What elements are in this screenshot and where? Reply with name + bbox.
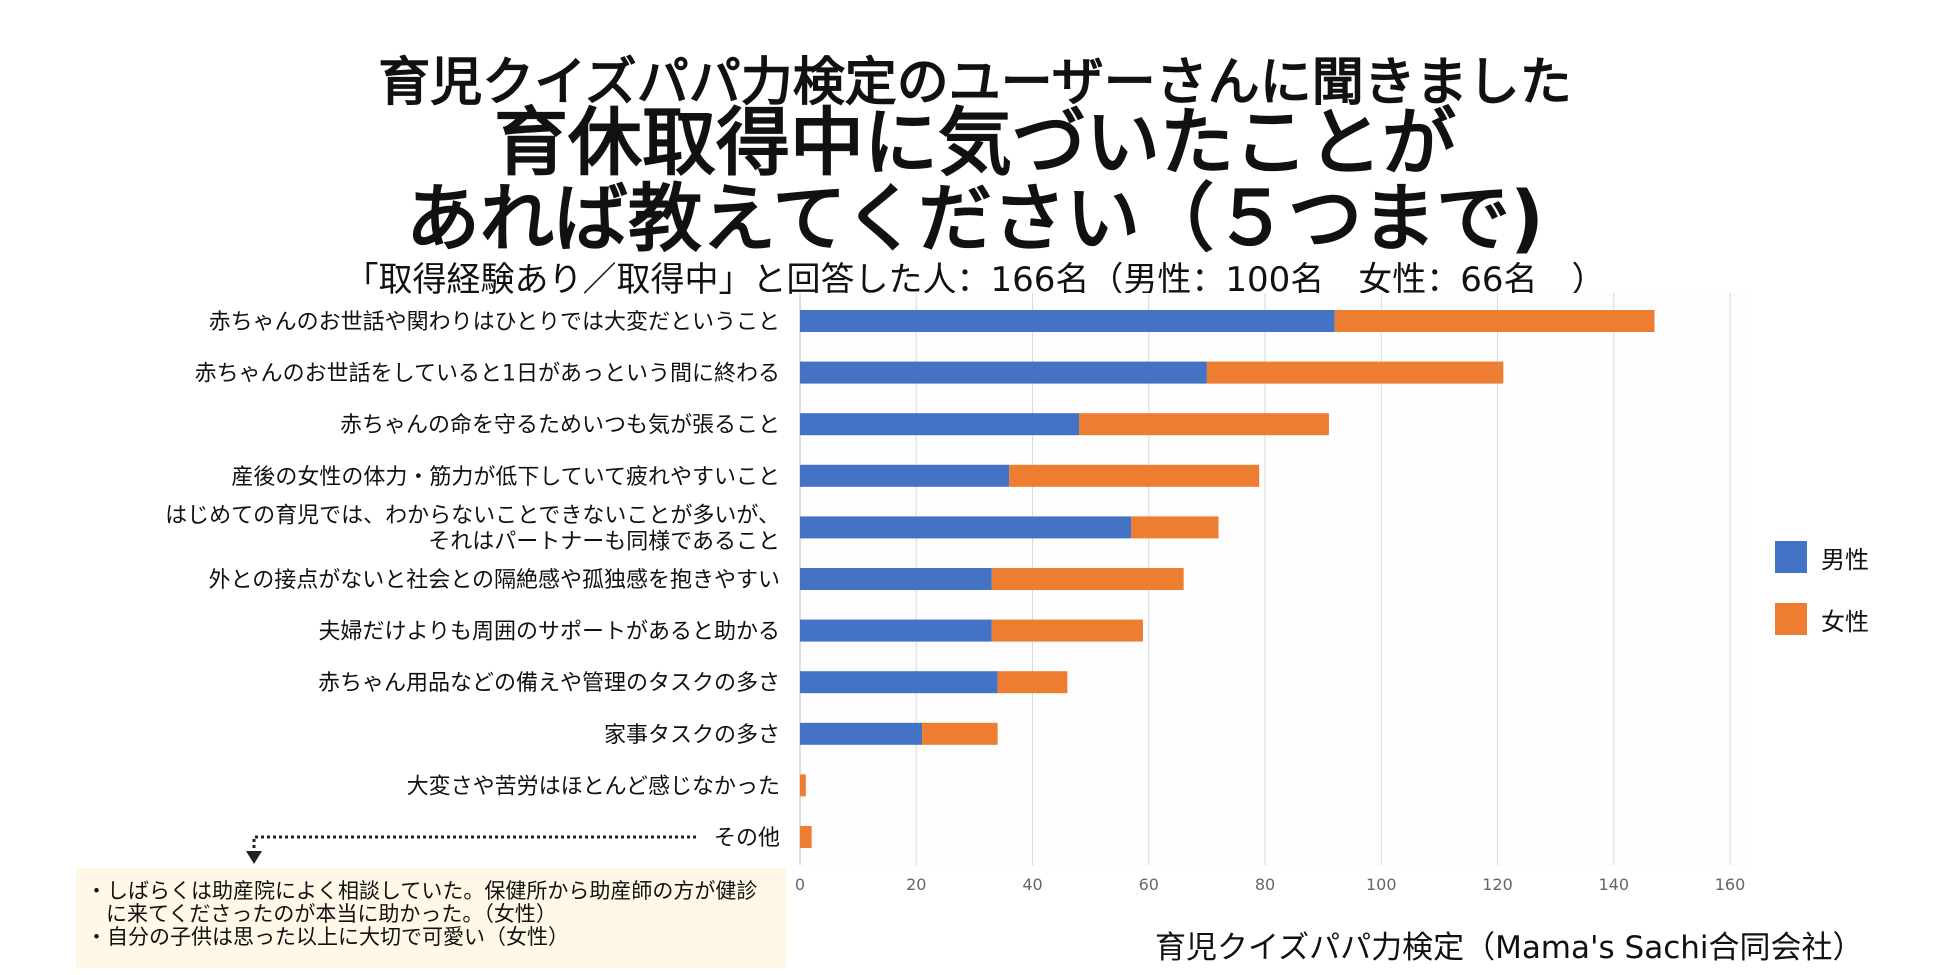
bar-male	[800, 568, 992, 590]
bar-female	[922, 722, 998, 745]
bar-female	[1079, 413, 1329, 436]
category-label: 赤ちゃん用品などの備えや管理のタスクの多さ	[318, 671, 780, 696]
bar-male	[800, 722, 923, 745]
category-label: 赤ちゃんのお世話や関わりはひとりでは大変だということ	[209, 310, 780, 335]
connector-arrowhead	[246, 851, 262, 864]
bar-female	[1009, 464, 1260, 487]
legend-item-female: 女性	[1775, 602, 1869, 636]
legend-label-male: 男性	[1821, 545, 1869, 574]
x-tick-label: 140	[1598, 875, 1629, 894]
other-comment-2: 自分の子供は思った以上に大切で可愛い（女性）	[86, 926, 776, 949]
category-label: 外との接点がないと社会との隔絶感や孤独感を抱きやすい	[208, 568, 780, 593]
bar-female	[997, 671, 1068, 694]
bar-female	[800, 826, 812, 848]
bar-female	[991, 568, 1184, 590]
category-label: 産後の女性の体力・筋力が低下していて疲れやすいこと	[231, 465, 780, 490]
connector-dotted-line	[252, 835, 696, 857]
title-line-1: 育児クイズパパ力検定のユーザーさんに聞きました	[378, 53, 1572, 113]
x-tick-label: 160	[1715, 875, 1746, 894]
category-label: 大変さや苦労はほとんど感じなかった	[407, 774, 780, 799]
bar-male	[800, 619, 992, 642]
legend-item-male: 男性	[1775, 540, 1869, 574]
title-line-3: あれば教えてください（５つまで)	[406, 176, 1544, 262]
category-label: はじめての育児では、わからないことできないことが多いが、	[165, 503, 780, 528]
x-tick-label: 60	[1139, 875, 1159, 894]
bar-male	[800, 516, 1132, 539]
footer-credit: 育児クイズパパ力検定（Mama's Sachi合同会社）	[1155, 930, 1864, 966]
category-label: 夫婦だけよりも周囲のサポートがあると助かる	[318, 620, 780, 645]
bar-female	[1131, 516, 1219, 539]
bar-male	[800, 413, 1079, 436]
legend-label-female: 女性	[1821, 607, 1869, 636]
category-label: それはパートナーも同様であること	[428, 529, 780, 554]
bar-male	[800, 310, 1335, 332]
bar-female	[1206, 361, 1504, 384]
legend-swatch-male	[1775, 541, 1807, 573]
x-tick-label: 120	[1482, 875, 1513, 894]
category-label: 家事タスクの多さ	[604, 723, 780, 748]
other-comment-1: しばらくは助産院によく相談していた。保健所から助産師の方が健診に来てくださったの…	[86, 880, 776, 926]
legend-swatch-female	[1775, 603, 1807, 635]
other-comments-box: しばらくは助産院によく相談していた。保健所から助産師の方が健診に来てくださったの…	[76, 868, 786, 968]
category-label: 赤ちゃんのお世話をしていると1日があっという間に終わる	[195, 362, 780, 387]
x-tick-label: 40	[1022, 875, 1042, 894]
bar-female	[1334, 310, 1655, 332]
x-tick-label: 80	[1255, 875, 1275, 894]
title-line-2: 育休取得中に気づいたことが	[494, 100, 1456, 186]
x-tick-label: 20	[906, 875, 926, 894]
x-tick-label: 0	[795, 875, 805, 894]
bar-male	[800, 464, 1010, 487]
x-tick-label: 100	[1366, 875, 1397, 894]
category-label: その他	[714, 826, 780, 851]
bar-female	[991, 619, 1143, 642]
bar-male	[800, 671, 998, 694]
category-label: 赤ちゃんの命を守るためいつも気が張ること	[340, 413, 780, 438]
bar-female	[800, 774, 806, 797]
bar-male	[800, 361, 1207, 384]
